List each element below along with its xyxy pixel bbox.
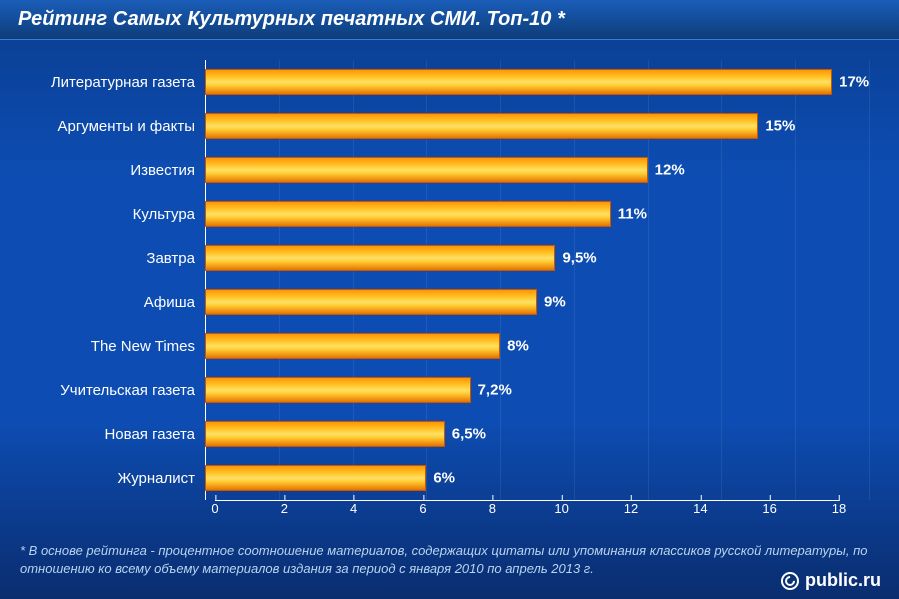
x-tick: 6 <box>419 501 426 516</box>
bar-value: 12% <box>655 162 685 179</box>
bar-value: 6,5% <box>452 426 486 443</box>
bar-row: Журналист6% <box>10 456 869 500</box>
bar-row: Учительская газета7,2% <box>10 368 869 412</box>
bar-track: 6,5% <box>205 412 869 456</box>
bar: 9% <box>205 289 537 315</box>
footer: public.ru <box>781 570 881 591</box>
bar-label: Новая газета <box>10 426 205 443</box>
bar-track: 15% <box>205 104 869 148</box>
title-bar: Рейтинг Самых Культурных печатных СМИ. Т… <box>0 0 899 40</box>
bar-value: 6% <box>433 470 455 487</box>
bar-label: Известия <box>10 162 205 179</box>
bar: 15% <box>205 113 758 139</box>
bar: 17% <box>205 69 832 95</box>
bar-row: Культура11% <box>10 192 869 236</box>
bar-label: Завтра <box>10 250 205 267</box>
bar-value: 11% <box>618 206 647 223</box>
bar-label: Аргументы и факты <box>10 118 205 135</box>
bar: 12% <box>205 157 648 183</box>
bar-row: Аргументы и факты15% <box>10 104 869 148</box>
bar-track: 6% <box>205 456 869 500</box>
footnote: * В основе рейтинга - процентное соотнош… <box>0 534 899 577</box>
bar-track: 9% <box>205 280 869 324</box>
bar-track: 9,5% <box>205 236 869 280</box>
bar: 8% <box>205 333 500 359</box>
brand-logo-icon <box>781 572 799 590</box>
bar-row: Новая газета6,5% <box>10 412 869 456</box>
bar-value: 9% <box>544 294 566 311</box>
bar-value: 8% <box>507 338 529 355</box>
bar-label: Учительская газета <box>10 382 205 399</box>
bar-row: Завтра9,5% <box>10 236 869 280</box>
brand-name: public.ru <box>805 570 881 591</box>
x-tick: 14 <box>693 501 707 516</box>
chart-container: Рейтинг Самых Культурных печатных СМИ. Т… <box>0 0 899 599</box>
bar-label: Культура <box>10 206 205 223</box>
bar-label: Журналист <box>10 470 205 487</box>
bar: 9,5% <box>205 245 555 271</box>
x-tick: 16 <box>762 501 776 516</box>
bars-group: Литературная газета17%Аргументы и факты1… <box>10 60 869 500</box>
bar-value: 15% <box>765 118 795 135</box>
x-axis: 024681012141618 <box>215 500 839 524</box>
bar: 7,2% <box>205 377 471 403</box>
chart-title: Рейтинг Самых Культурных печатных СМИ. Т… <box>18 8 881 31</box>
bar-label: Афиша <box>10 294 205 311</box>
bar: 11% <box>205 201 611 227</box>
bar-row: Литературная газета17% <box>10 60 869 104</box>
bar-track: 12% <box>205 148 869 192</box>
bar-value: 7,2% <box>478 382 512 399</box>
x-tick: 18 <box>832 501 846 516</box>
x-tick: 0 <box>211 501 218 516</box>
bar-label: The New Times <box>10 338 205 355</box>
bar-label: Литературная газета <box>10 74 205 91</box>
chart-area: Литературная газета17%Аргументы и факты1… <box>0 40 899 534</box>
x-tick: 8 <box>489 501 496 516</box>
bar: 6,5% <box>205 421 445 447</box>
x-tick: 2 <box>281 501 288 516</box>
x-tick: 4 <box>350 501 357 516</box>
bar-track: 11% <box>205 192 869 236</box>
x-tick: 12 <box>624 501 638 516</box>
bar-track: 8% <box>205 324 869 368</box>
bar-row: Афиша9% <box>10 280 869 324</box>
x-tick: 10 <box>554 501 568 516</box>
gridline <box>869 60 870 500</box>
bar-value: 9,5% <box>562 250 596 267</box>
bar-value: 17% <box>839 74 869 91</box>
bar-row: Известия12% <box>10 148 869 192</box>
bar-track: 7,2% <box>205 368 869 412</box>
bar: 6% <box>205 465 426 491</box>
bar-track: 17% <box>205 60 869 104</box>
bar-row: The New Times8% <box>10 324 869 368</box>
